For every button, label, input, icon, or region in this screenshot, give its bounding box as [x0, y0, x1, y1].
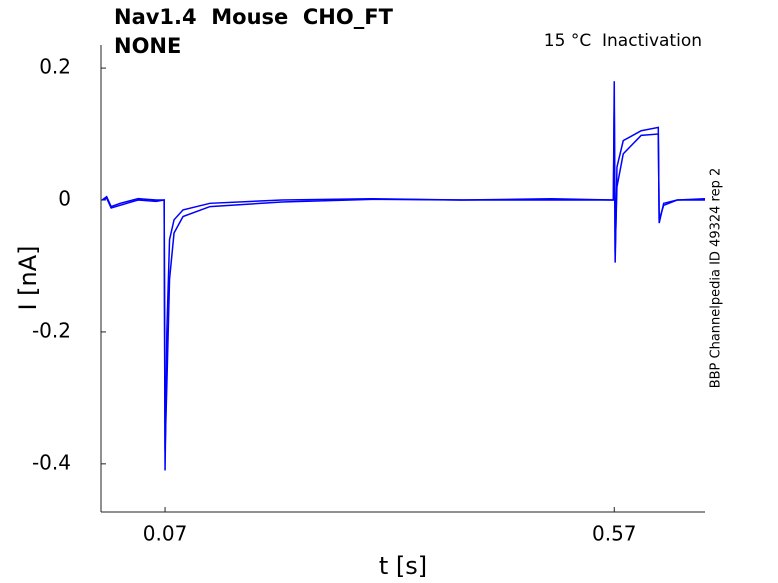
- y-tick-label: -0.2: [32, 318, 71, 342]
- chart-subtitle: NONE: [114, 34, 181, 58]
- chart-title: Nav1.4 Mouse CHO_FT: [114, 5, 394, 29]
- trace: [101, 107, 706, 451]
- y-tick-label: -0.4: [32, 450, 71, 474]
- x-tick-label: 0.57: [592, 522, 637, 546]
- x-tick-label: 0.07: [143, 522, 188, 546]
- x-axis-label: t [s]: [379, 552, 427, 580]
- trace: [101, 81, 705, 471]
- y-tick-label: 0: [58, 187, 71, 211]
- y-tick-label: 0.2: [39, 55, 71, 79]
- y-axis-label: I [nA]: [14, 245, 42, 310]
- annotation: 15 °C Inactivation: [544, 31, 702, 51]
- side-note: BBP Channelpedia ID 49324 rep 2: [709, 168, 724, 389]
